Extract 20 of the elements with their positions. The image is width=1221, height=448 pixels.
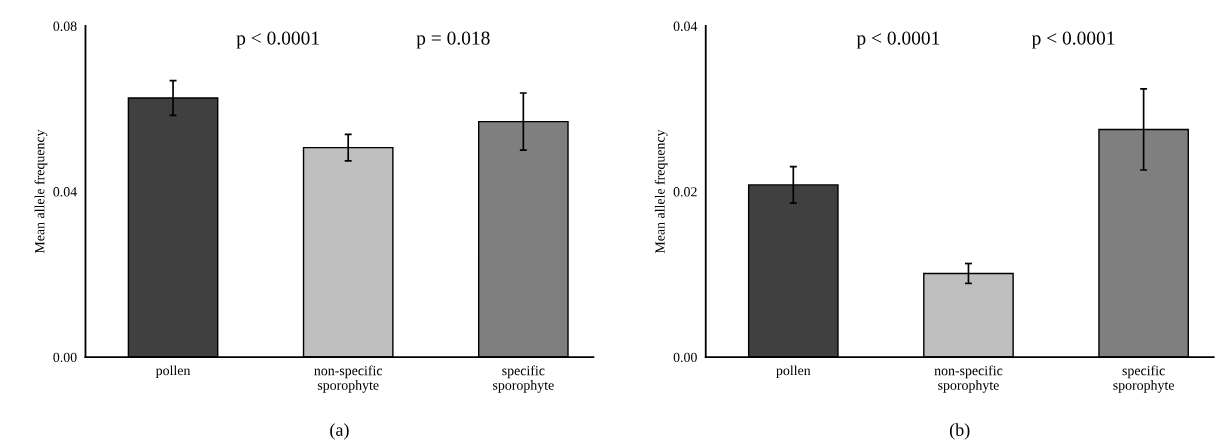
y-tick-label: 0.00: [673, 352, 697, 363]
y-tick-label: 0.08: [53, 21, 77, 31]
annotation: p < 0.0001: [1031, 31, 1115, 49]
annotation: p = 0.018: [416, 31, 490, 49]
x-tick-label: specific sporophyte: [1113, 365, 1174, 393]
x-tick-label: pollen: [776, 365, 811, 378]
text: (a): [330, 423, 349, 440]
annotation: p < 0.0001: [856, 31, 940, 49]
y-tick-label: 0.02: [673, 187, 697, 197]
x-tick-label: non-specific sporophyte: [934, 365, 1003, 393]
y-axis-title: Mean allele frequency: [654, 129, 668, 254]
y-tick-label: 0.00: [53, 352, 77, 363]
text: (b): [949, 423, 970, 440]
y-tick-label: 0.04: [53, 187, 77, 197]
annotation: p < 0.0001: [236, 31, 319, 49]
y-axis-title: Mean allele frequency: [34, 129, 48, 254]
y-tick-label: 0.04: [673, 21, 698, 31]
x-tick-label: non-specific sporophyte: [314, 365, 383, 393]
x-tick-label: pollen: [155, 365, 191, 378]
x-tick-label: specific sporophyte: [493, 365, 554, 393]
